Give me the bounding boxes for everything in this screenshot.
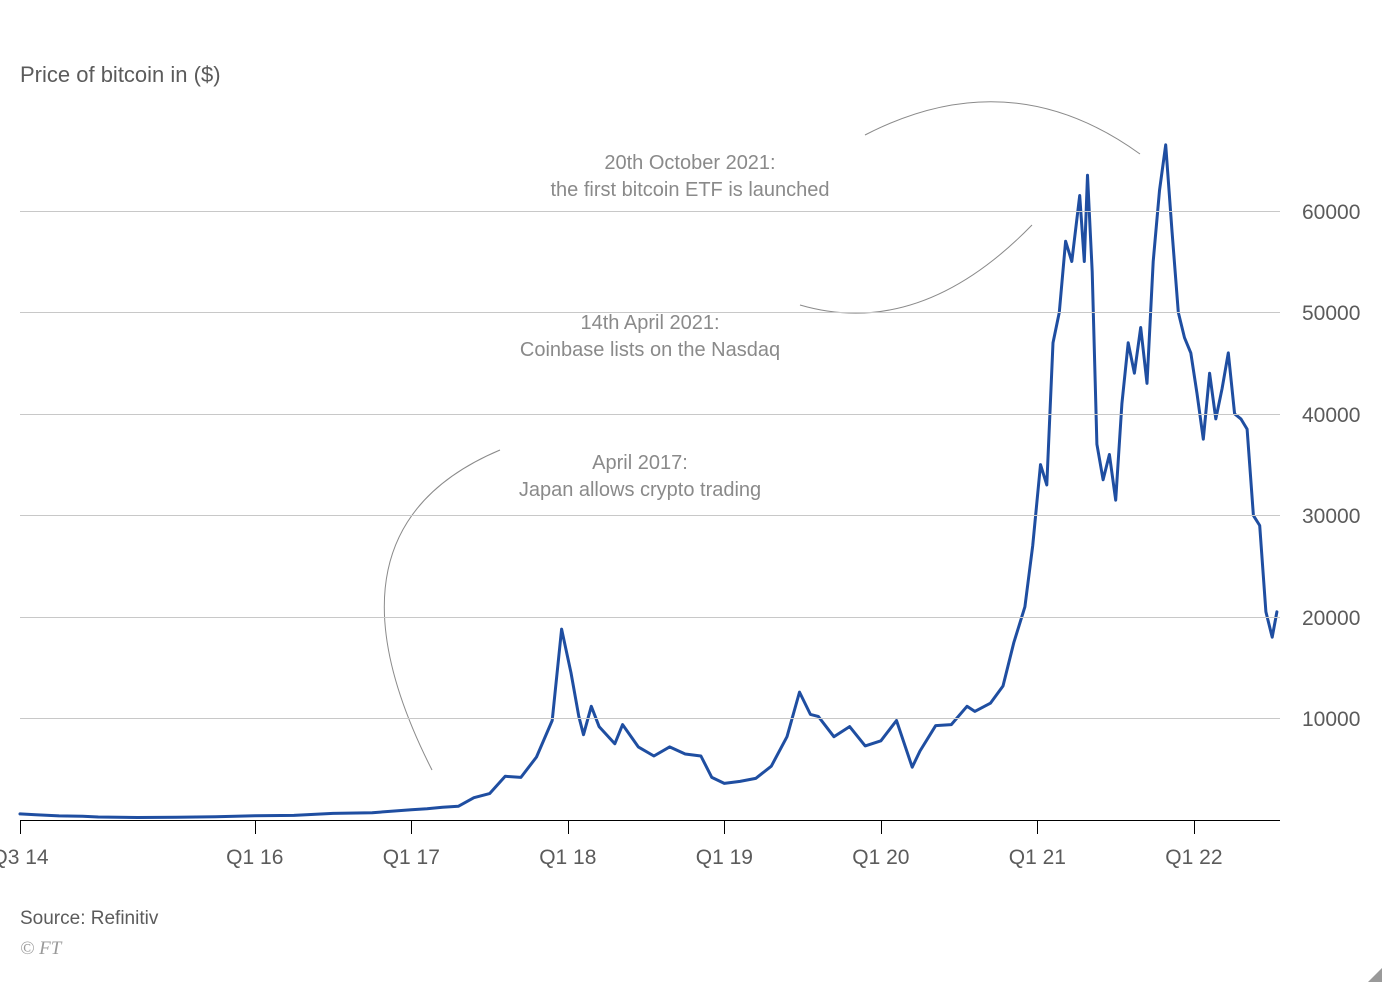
corner-triangle-icon [1368, 968, 1382, 982]
x-tick-mark [724, 820, 725, 834]
gridline [20, 414, 1280, 415]
y-tick-label: 30000 [1302, 505, 1360, 529]
copyright-line: © FT [20, 938, 61, 960]
x-tick-label: Q1 18 [539, 846, 596, 870]
annotation-text: 14th April 2021: Coinbase lists on the N… [520, 310, 780, 364]
annotation-text: April 2017: Japan allows crypto trading [519, 450, 761, 504]
x-tick-mark [568, 820, 569, 834]
x-tick-label: Q1 19 [696, 846, 753, 870]
y-tick-label: 40000 [1302, 404, 1360, 428]
x-tick-label: Q1 17 [383, 846, 440, 870]
chart-container: Price of bitcoin in ($) Source: Refiniti… [0, 0, 1400, 1000]
y-tick-label: 60000 [1302, 201, 1360, 225]
x-tick-mark [1037, 820, 1038, 834]
x-tick-mark [411, 820, 412, 834]
gridline [20, 718, 1280, 719]
x-tick-mark [1194, 820, 1195, 834]
x-tick-mark [255, 820, 256, 834]
x-tick-mark [20, 820, 21, 834]
gridline [20, 211, 1280, 212]
gridline [20, 617, 1280, 618]
x-axis-baseline [20, 820, 1280, 821]
x-tick-label: Q1 20 [852, 846, 909, 870]
y-tick-label: 50000 [1302, 302, 1360, 326]
x-tick-mark [881, 820, 882, 834]
x-tick-label: Q1 22 [1165, 846, 1222, 870]
y-tick-label: 20000 [1302, 607, 1360, 631]
x-tick-label: Q1 21 [1009, 846, 1066, 870]
x-tick-label: Q1 16 [226, 846, 283, 870]
gridline [20, 515, 1280, 516]
annotation-text: 20th October 2021: the first bitcoin ETF… [550, 150, 829, 204]
source-line: Source: Refinitiv [20, 908, 158, 930]
y-tick-label: 10000 [1302, 708, 1360, 732]
annotation-arc [865, 102, 1140, 154]
x-tick-label: Q3 14 [0, 846, 49, 870]
